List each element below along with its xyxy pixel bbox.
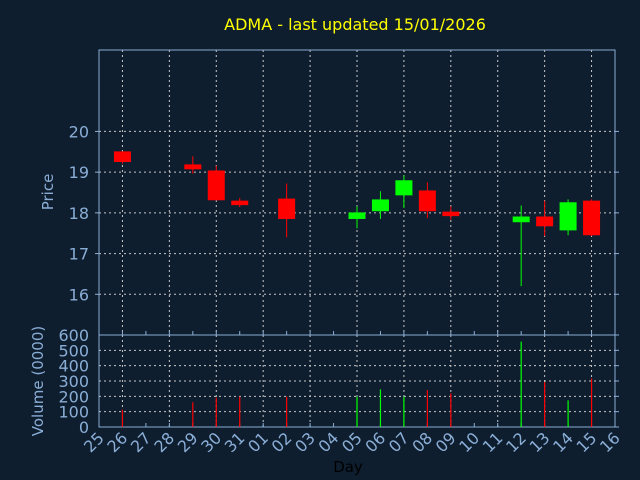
volume-tick-label: 300 — [58, 372, 89, 391]
candle-body-up — [371, 199, 389, 212]
price-tick-label: 16 — [69, 285, 89, 304]
candle-body-up — [348, 212, 366, 219]
candle-body-up — [512, 216, 530, 223]
candle-body-down — [536, 216, 554, 227]
candle-body-up — [395, 180, 413, 196]
candle-body-down — [113, 151, 131, 162]
volume-axis-label: Volume (0000) — [29, 326, 47, 436]
candle-body-up — [559, 202, 577, 231]
price-tick-label: 19 — [69, 163, 89, 182]
candle-body-down — [418, 190, 436, 212]
chart-title: ADMA - last updated 15/01/2026 — [224, 15, 486, 34]
candle-body-down — [442, 211, 460, 217]
candle-body-down — [278, 198, 296, 219]
volume-tick-label: 100 — [58, 403, 89, 422]
price-tick-label: 17 — [69, 245, 89, 264]
volume-tick-label: 600 — [58, 326, 89, 345]
candle-body-down — [207, 170, 225, 201]
volume-tick-label: 0 — [79, 418, 89, 437]
price-tick-label: 18 — [69, 204, 89, 223]
volume-tick-label: 400 — [58, 357, 89, 376]
volume-tick-label: 200 — [58, 387, 89, 406]
candle-body-down — [231, 200, 249, 206]
x-axis-label: Day — [333, 458, 363, 476]
candle-body-down — [583, 200, 601, 236]
candle-body-down — [184, 164, 202, 170]
x-tick-label: 16 — [596, 428, 624, 456]
price-tick-label: 20 — [69, 122, 89, 141]
volume-tick-label: 500 — [58, 341, 89, 360]
price-panel-frame — [98, 49, 616, 336]
price-axis-label: Price — [39, 174, 57, 211]
